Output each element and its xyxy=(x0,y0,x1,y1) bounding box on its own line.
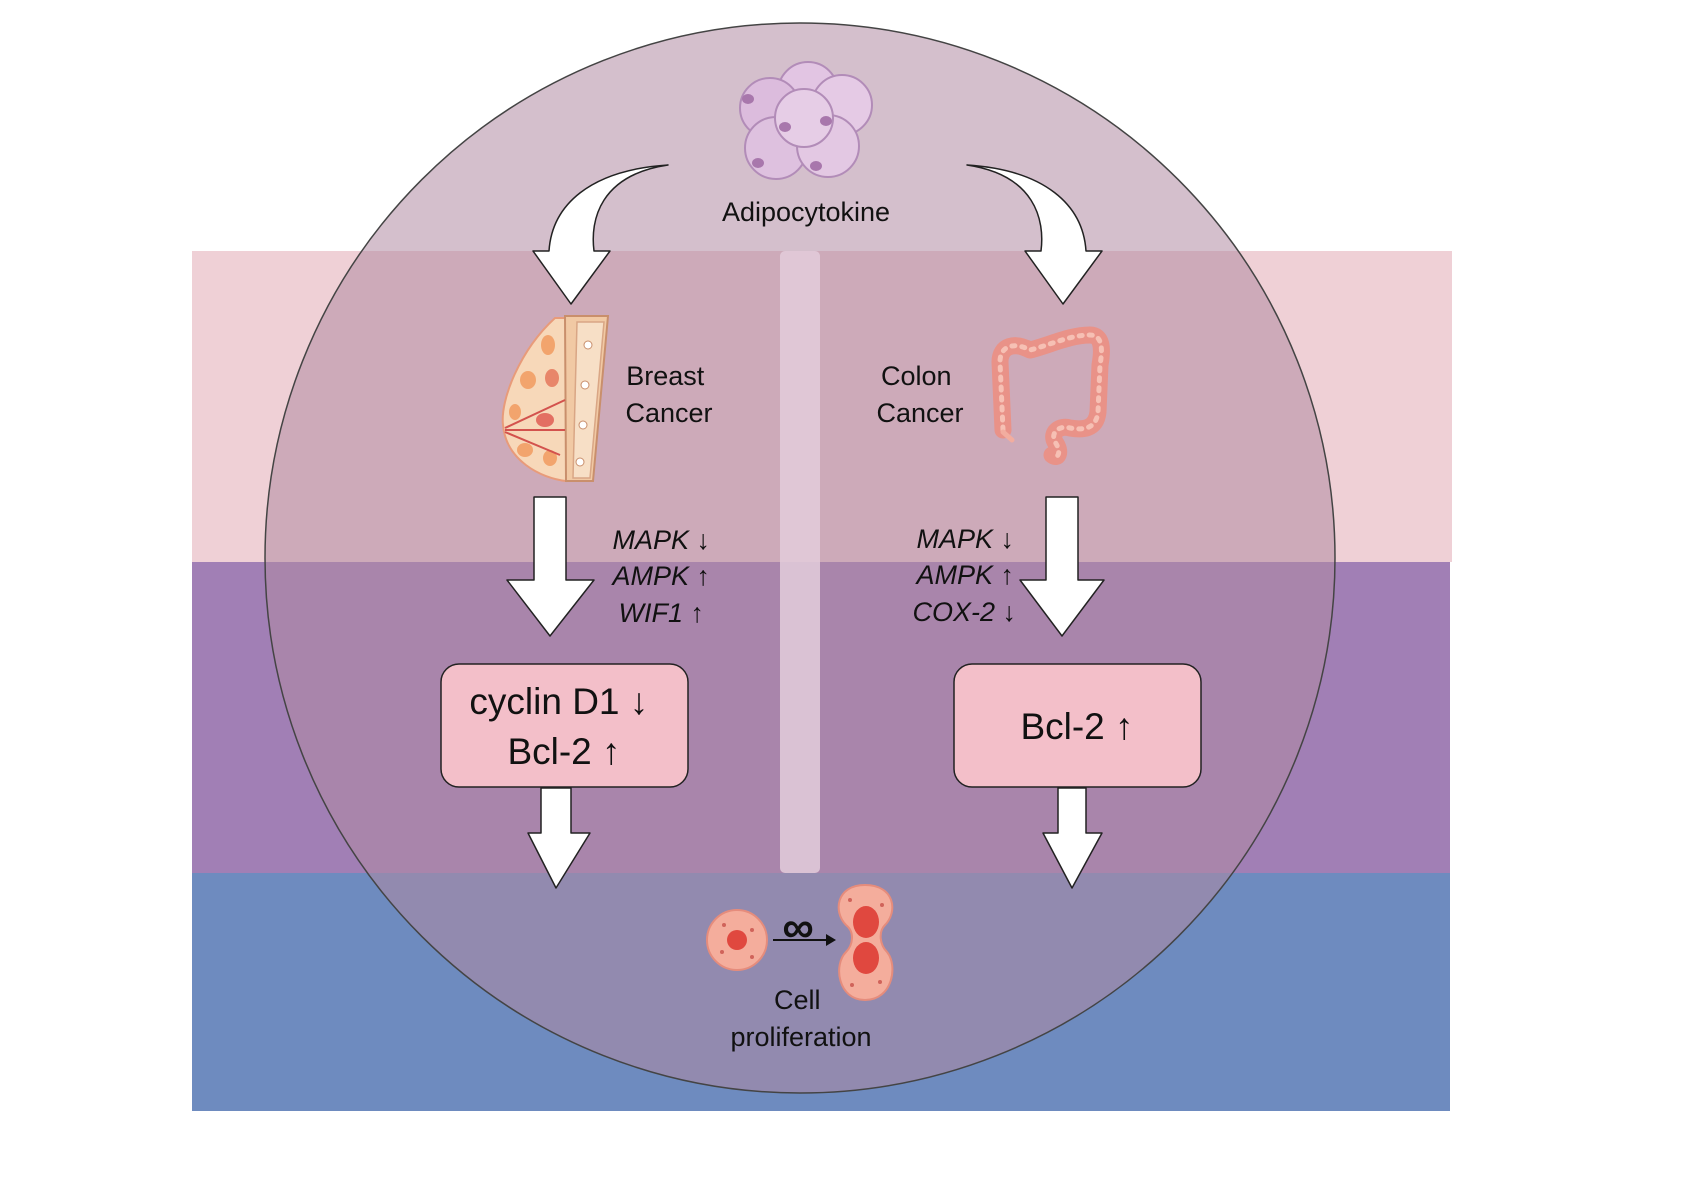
breast-regulator-list: MAPK ↓ AMPK ↑ WIF1 ↑ xyxy=(610,525,710,628)
breast-effect-text: cyclin D1 ↓ Bcl-2 ↑ xyxy=(469,681,658,772)
center-divider xyxy=(780,251,820,873)
down-arrow-breast-signaling xyxy=(506,496,595,637)
colon-effect-box xyxy=(953,663,1202,788)
down-arrow-colon-outcome xyxy=(1042,787,1103,889)
breast-tissue-icon xyxy=(501,315,610,483)
breast-regulator-2: AMPK ↑ xyxy=(610,561,710,591)
breast-regulator-3: WIF1 ↑ xyxy=(618,598,704,628)
svg-text:∞: ∞ xyxy=(782,903,813,952)
adipocytokine-cancer-diagram: Adipocytokine Breast Cancer Colon Cancer xyxy=(192,22,1452,1111)
curved-arrow-left xyxy=(532,164,669,305)
colon-icon xyxy=(991,326,1110,465)
colon-effect-text: Bcl-2 ↑ xyxy=(1020,706,1133,747)
down-arrow-colon-signaling xyxy=(1019,496,1105,637)
down-arrow-breast-outcome xyxy=(527,787,591,889)
breast-cancer-label: Breast Cancer xyxy=(625,361,712,428)
colon-regulator-2: AMPK ↑ xyxy=(914,560,1014,590)
outcome-label: Cell proliferation xyxy=(730,985,871,1052)
colon-regulator-3: COX-2 ↓ xyxy=(912,597,1016,627)
source-label: Adipocytokine xyxy=(722,197,890,227)
colon-regulator-1: MAPK ↓ xyxy=(916,524,1014,554)
breast-regulator-1: MAPK ↓ xyxy=(612,525,710,555)
colon-cancer-label: Colon Cancer xyxy=(876,361,963,428)
cell-division-infinity-icon: ∞ xyxy=(706,883,894,1002)
colon-regulator-list: MAPK ↓ AMPK ↑ COX-2 ↓ xyxy=(912,524,1016,627)
breast-effect-box xyxy=(440,663,689,788)
adipocyte-cluster-icon xyxy=(739,61,873,180)
curved-arrow-right xyxy=(966,164,1103,305)
